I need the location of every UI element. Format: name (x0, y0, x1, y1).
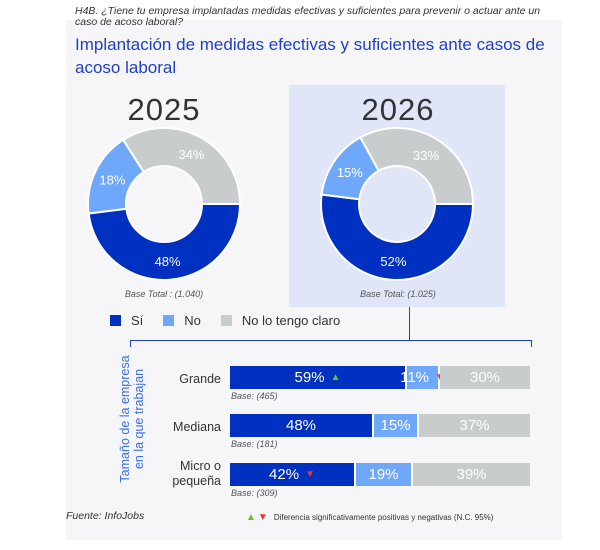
donut-2026-label-no: 15% (337, 165, 363, 180)
legend: Sí No No lo tengo claro (110, 313, 360, 328)
legend-swatch-si (110, 315, 121, 326)
legend-label-no: No (184, 313, 201, 328)
bar-label-mediana-no: 15% (380, 417, 411, 434)
bar-row-grande: 59% ▲ 11% ▼ 30% (230, 366, 530, 389)
category-label-mediana: Mediana (173, 420, 221, 434)
donut-2025-label-si: 48% (155, 254, 181, 269)
legend-item-no-claro: No lo tengo claro (220, 313, 341, 328)
bar-label-micro-pequena-no-claro: 39% (456, 466, 487, 483)
bar-row-micro-pequena: 42% ▼ 19% 39% (230, 463, 530, 486)
bar-label-micro-pequena-no: 19% (368, 466, 399, 483)
bar-segment-mediana-no-claro: 37% (419, 414, 530, 437)
donut-2025-slice-si (87, 203, 242, 281)
survey-question: H4B. ¿Tiene tu empresa implantadas medid… (75, 5, 541, 28)
bar-segment-grande-no-claro: 30% (440, 366, 530, 389)
bar-label-mediana-si: 48% (285, 417, 317, 434)
bar-segment-grande-si: 59% ▲ (230, 366, 407, 389)
up-arrow-icon: ▲ (246, 512, 256, 523)
legend-label-si: Sí (131, 313, 144, 328)
donut-2026-label-no-claro: 33% (413, 148, 439, 163)
bar-label-grande-no-claro: 30% (469, 369, 501, 386)
donut-2026-slice-si (320, 193, 475, 281)
category-label-grande: Grande (179, 372, 221, 386)
bar-label-grande-no: 11% (400, 369, 430, 386)
significance-text: Diferencia significativamente positivas … (273, 513, 494, 522)
down-arrow-icon: ▼ (257, 512, 268, 523)
bar-segment-mediana-no: 15% (374, 414, 419, 437)
bar-segment-grande-no: 11% ▼ (400, 366, 445, 389)
donut-2026-slice-no-claro (359, 127, 475, 205)
significance-down-icon: ▼ (305, 469, 315, 480)
legend-item-si: Sí (110, 313, 143, 328)
significance-legend: ▲ ▼ Diferencia significativamente positi… (246, 512, 493, 523)
bar-segment-mediana-si: 48% (230, 414, 374, 437)
significance-up-icon: ▲ (330, 372, 341, 383)
bar-segment-micro-pequena-no: 19% (356, 463, 413, 486)
chart-title: Implantación de medidas efectivas y sufi… (75, 35, 545, 77)
category-label-micro-pequena: Micro o pequeña (172, 459, 221, 488)
donut-2026-label-si: 52% (380, 254, 406, 269)
donut-2026-title: 2026 (361, 92, 435, 127)
donut-2025: 48% 18% 34% (87, 127, 242, 281)
donut-2025-label-no: 18% (99, 173, 125, 188)
donut-2025-base: Base Total : (1.040) (124, 289, 204, 299)
bar-row-mediana: 48% 15% 37% (230, 414, 530, 437)
legend-label-no-claro: No lo tengo claro (241, 313, 341, 328)
base-micro-pequena: Base: (309) (231, 488, 278, 498)
legend-item-no: No (163, 313, 201, 328)
source-note: Fuente: InfoJobs (66, 510, 145, 522)
connector-line (409, 307, 410, 341)
donut-2026: 52% 15% 33% (320, 127, 475, 281)
significance-down-icon: ▼ (435, 372, 445, 383)
legend-swatch-no-claro (220, 315, 232, 326)
bar-segment-micro-pequena-no-claro: 39% (413, 463, 530, 486)
base-mediana: Base: (181) (231, 439, 278, 449)
bar-label-grande-si: 59% (294, 369, 325, 386)
bar-label-micro-pequena-si: 42% (269, 466, 300, 483)
donut-2026-base: Base Total: (1.025) (360, 289, 436, 299)
bar-label-mediana-no-claro: 37% (459, 417, 490, 434)
bar-axis-label: Tamaño de la empresa en la que trabajan (118, 355, 146, 483)
donut-2025-title: 2025 (127, 92, 201, 127)
donut-2025-label-no-claro: 34% (178, 147, 204, 162)
legend-swatch-no (163, 315, 175, 326)
bracket (130, 340, 532, 347)
base-grande: Base: (465) (231, 391, 278, 401)
bar-segment-micro-pequena-si: 42% ▼ (230, 463, 356, 486)
donut-2025-slice-no-claro (121, 127, 242, 205)
